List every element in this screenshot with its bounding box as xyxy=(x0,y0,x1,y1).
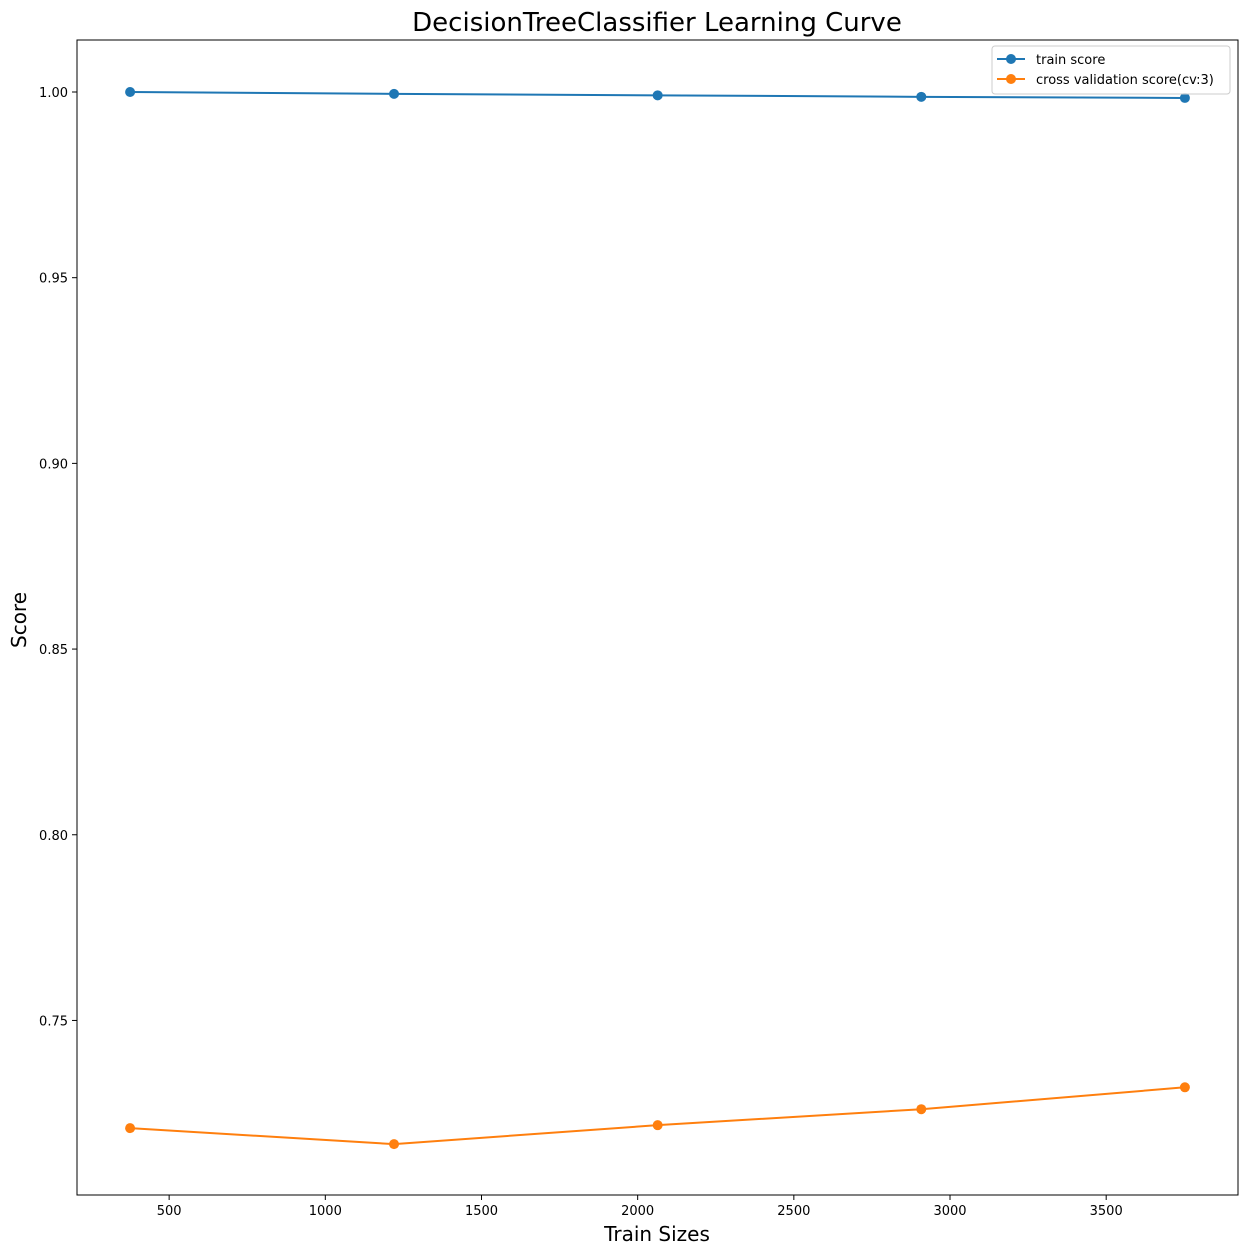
legend-label-1: cross validation score(cv:3) xyxy=(1036,73,1214,88)
x-tick-label-0: 500 xyxy=(157,1204,182,1219)
y-tick-label-5: 1.00 xyxy=(39,86,68,101)
chart-title: DecisionTreeClassifier Learning Curve xyxy=(412,8,902,38)
series-1-point-1 xyxy=(389,1139,400,1150)
series-1-point-3 xyxy=(916,1104,927,1115)
x-tick-label-3: 2000 xyxy=(621,1204,654,1219)
y-tick-label-1: 0.80 xyxy=(39,829,68,844)
series-1-point-4 xyxy=(1179,1082,1190,1093)
legend-box xyxy=(991,45,1231,95)
series-0-point-4 xyxy=(1179,92,1190,103)
x-tick-label-4: 2500 xyxy=(777,1204,810,1219)
y-axis-title: Score xyxy=(7,592,31,648)
y-tick-label-2: 0.85 xyxy=(39,643,68,658)
x-tick-label-1: 1000 xyxy=(309,1204,342,1219)
plot-frame xyxy=(76,39,1239,1196)
plot-area: 500 1000 1500 2000 2500 3000 3500 0.75 0.80 0.85 0… xyxy=(39,39,1239,1219)
x-axis-title: Train Sizes xyxy=(603,1222,710,1246)
legend-marker-0 xyxy=(1006,54,1016,64)
x-tick-label-2: 1500 xyxy=(465,1204,498,1219)
series-1-point-0 xyxy=(125,1123,136,1134)
y-tick-label-4: 0.95 xyxy=(39,272,68,287)
y-tick-label-3: 0.90 xyxy=(39,457,68,472)
x-tick-label-6: 3500 xyxy=(1090,1204,1123,1219)
y-tick-label-0: 0.75 xyxy=(39,1014,68,1029)
series-0-point-1 xyxy=(389,88,400,99)
series-0-point-2 xyxy=(652,90,663,101)
legend-marker-1 xyxy=(1006,74,1016,84)
series-0-point-0 xyxy=(125,86,136,97)
series-1-point-2 xyxy=(652,1120,663,1131)
legend-label-0: train score xyxy=(1036,53,1105,68)
series-0-point-3 xyxy=(916,91,927,102)
x-tick-label-5: 3000 xyxy=(933,1204,966,1219)
